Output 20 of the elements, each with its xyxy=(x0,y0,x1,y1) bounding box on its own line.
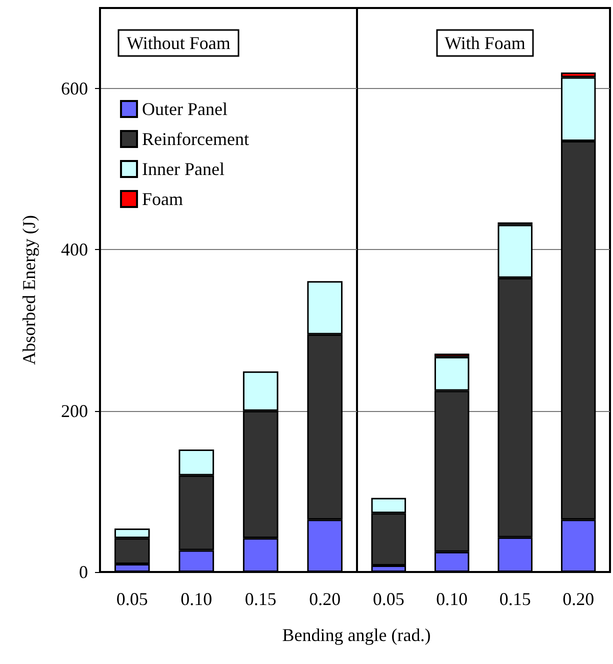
y-axis-title: Absorbed Energy (J) xyxy=(19,215,39,365)
x-tick-label: 0.05 xyxy=(116,589,148,609)
text: With Foam xyxy=(444,33,526,53)
x-tick-label: 0.10 xyxy=(180,589,212,609)
y-tick-label: 600 xyxy=(61,78,88,99)
x-tick-label: 0.15 xyxy=(499,589,531,609)
legend-label: Foam xyxy=(142,189,184,209)
x-tick-label: 0.20 xyxy=(309,589,341,609)
legend-label: Outer Panel xyxy=(142,99,228,119)
x-tick-label: 0.05 xyxy=(372,589,404,609)
legend-label: Inner Panel xyxy=(142,159,224,179)
y-tick-label: 200 xyxy=(61,400,88,421)
text: Without Foam xyxy=(126,33,230,53)
x-tick-label: 0.10 xyxy=(436,589,468,609)
y-tick-label: 0 xyxy=(79,562,88,582)
x-tick-label: 0.15 xyxy=(244,589,276,609)
x-axis-title: Bending angle (rad.) xyxy=(281,625,432,646)
y-tick-label: 400 xyxy=(61,240,88,260)
legend-label: Reinforcement xyxy=(142,129,249,149)
x-tick-label: 0.20 xyxy=(562,589,594,609)
